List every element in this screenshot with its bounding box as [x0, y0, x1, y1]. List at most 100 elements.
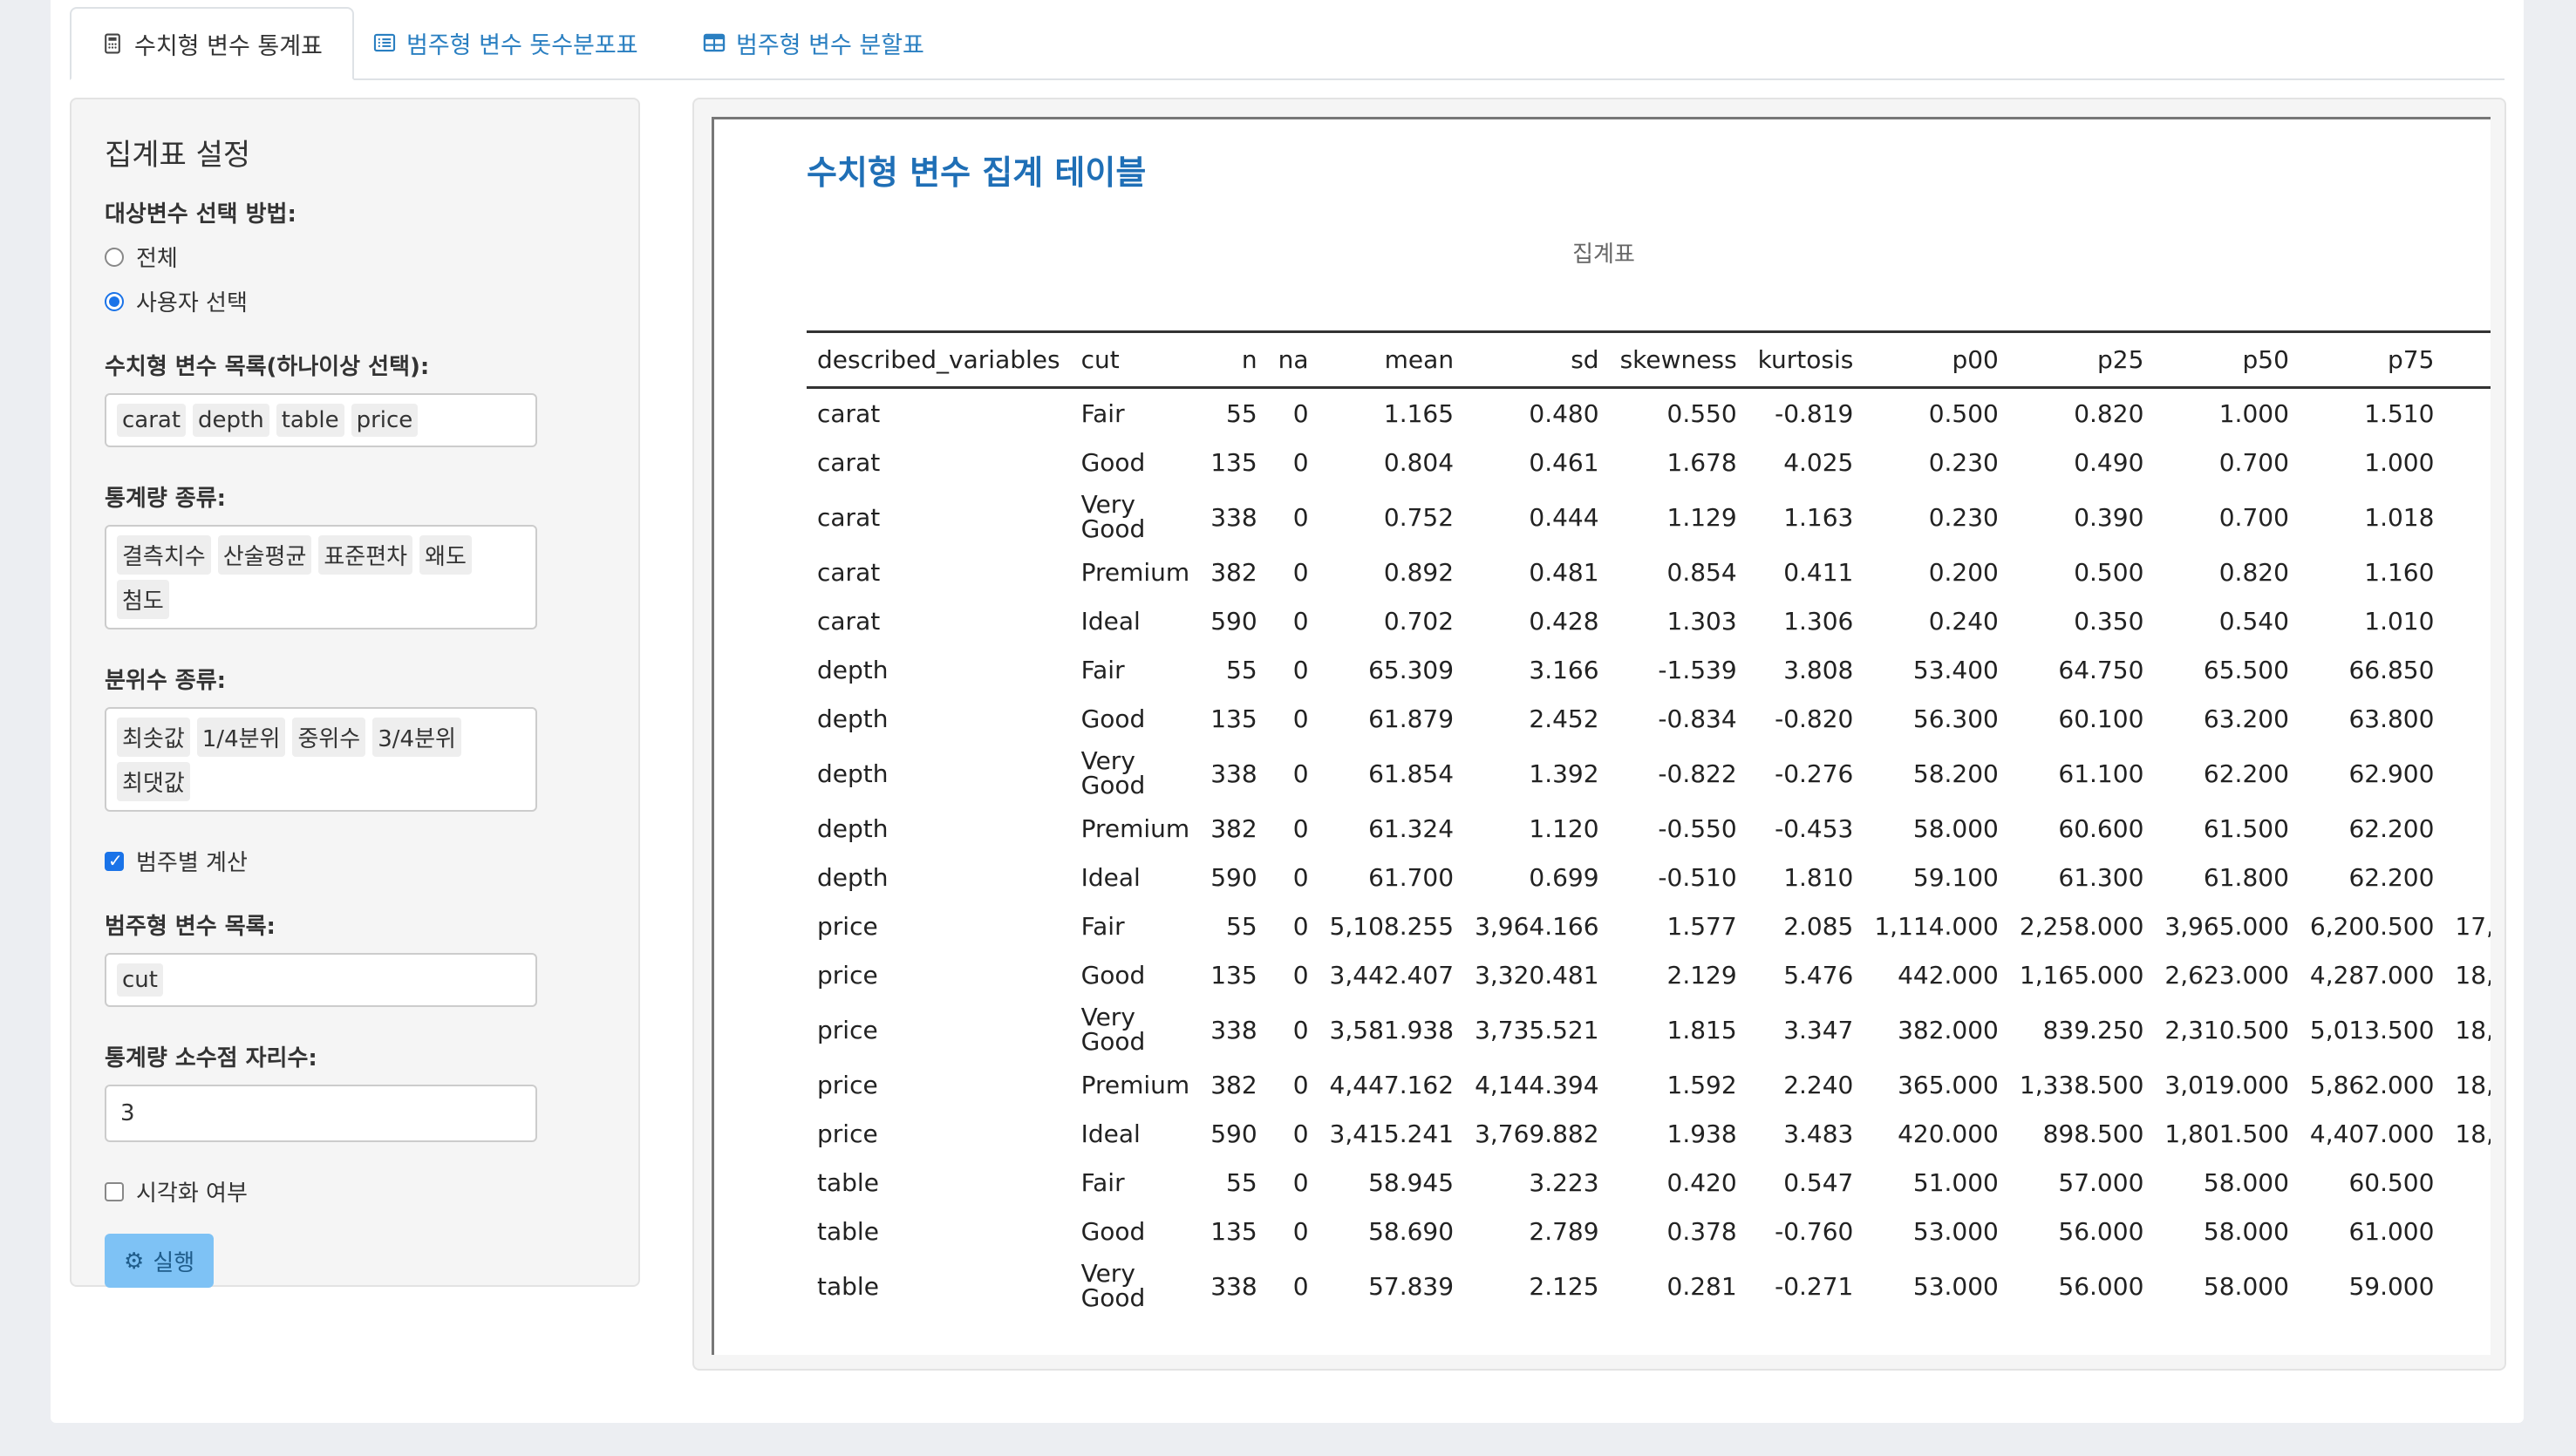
table-cell: 5,862.000: [2309, 1070, 2435, 1099]
table-cell: 0: [1292, 862, 1309, 892]
table-cell: 3,442.407: [1329, 960, 1455, 990]
checkbox-checked[interactable]: [105, 850, 124, 871]
table-cell: 4,144.394: [1475, 1070, 1599, 1099]
table-cell: 6,200.500: [2309, 911, 2435, 941]
table-cell: 0.420: [1666, 1167, 1737, 1197]
digits-input[interactable]: 3: [105, 1085, 537, 1142]
table-cell: 0.500: [2074, 557, 2144, 587]
table-cell: Fair: [1080, 1167, 1125, 1197]
table-cell: 17,713.000: [2455, 911, 2491, 941]
table-cell: 365.000: [1898, 1070, 1999, 1099]
visualize-checkbox[interactable]: 시각화 여부: [105, 1175, 605, 1208]
table-cell: 59.000: [2348, 1271, 2435, 1301]
table-row: table Fair 55 0 58.945 3.223 0.420 0.547 51.000 5…: [807, 1158, 2491, 1207]
table-cell: -0.276: [1775, 759, 1854, 788]
table-row: depth Very Good 338 0 61.854 1.392 -0.822 -0.276…: [807, 743, 2491, 804]
cat-vars-label: 범주형 변수 목록:: [105, 914, 276, 940]
table-row: depth Premium 382 0 61.324 1.120 -0.550 -0.453 5…: [807, 804, 2491, 853]
radio-button[interactable]: [105, 247, 124, 267]
table-cell: 590: [1210, 606, 1257, 636]
table-cell: 590: [1210, 862, 1257, 892]
table-cell: Ideal: [1080, 862, 1141, 892]
tab-numeric-stats[interactable]: 수치형 변수 통계표: [70, 7, 354, 80]
selected-item[interactable]: 산술평균: [217, 535, 312, 575]
selected-item[interactable]: cut: [117, 963, 163, 997]
cat-vars-select[interactable]: cut: [105, 953, 537, 1007]
table-cell: 65.000: [2444, 1207, 2491, 1255]
table-cell: 66.850: [2348, 655, 2435, 684]
radio-all[interactable]: 전체: [105, 241, 605, 273]
table-cell: 60.500: [2348, 1167, 2435, 1197]
selected-item[interactable]: 최댓값: [117, 762, 190, 801]
table-cell: 0: [1292, 1015, 1309, 1044]
table-cell: Premium: [1080, 1070, 1190, 1099]
table-cell: 55: [1226, 655, 1257, 684]
column-header: p75: [2388, 345, 2435, 374]
table-cell: 51.000: [1912, 1167, 1999, 1197]
table-cell: 0: [1292, 1271, 1309, 1301]
column-header: p25: [2096, 345, 2144, 374]
table-cell: 3,320.481: [1475, 960, 1599, 990]
tab-categorical-crosstab[interactable]: 범주형 변수 분할표: [673, 7, 954, 78]
table-icon: [703, 33, 726, 52]
table-cell: -0.819: [1775, 398, 1854, 428]
table-cell: 135: [1210, 447, 1257, 477]
table-cell: 0: [1292, 911, 1309, 941]
checkbox-unchecked[interactable]: [105, 1181, 124, 1201]
numeric-vars-select[interactable]: carat depth table price: [105, 393, 537, 447]
selected-item[interactable]: 표준편차: [318, 535, 413, 575]
table-cell: 55: [1226, 1167, 1257, 1197]
table-cell: 0: [1292, 1119, 1309, 1148]
table-cell: 0: [1292, 606, 1309, 636]
results-frame[interactable]: 수치형 변수 집계 테이블 집계표 described_variables cut…: [712, 117, 2491, 1355]
selected-item[interactable]: 왜도: [419, 535, 472, 575]
selected-item[interactable]: price: [351, 404, 419, 437]
table-cell: carat: [817, 557, 881, 587]
selected-item[interactable]: carat: [117, 404, 187, 437]
table-cell: 63.000: [2444, 1255, 2491, 1317]
app-page: 수치형 변수 통계표 범주형 변수 돗수분포표 범주형 변수 분할표 집계표 설…: [51, 0, 2524, 1423]
by-group-checkbox[interactable]: 범주별 계산: [105, 845, 605, 877]
table-cell: Premium: [1080, 813, 1190, 843]
table-cell: -0.550: [1658, 813, 1737, 843]
table-cell: 0.699: [1529, 862, 1599, 892]
table-row: table Good 135 0 58.690 2.789 0.378 -0.760 53.00…: [807, 1207, 2491, 1255]
run-button[interactable]: ⚙ 실행: [105, 1234, 215, 1288]
table-cell: 58.000: [2203, 1271, 2289, 1301]
table-cell: 0.820: [2074, 398, 2144, 428]
selected-item[interactable]: 3/4분위: [372, 718, 461, 757]
table-cell: 3.166: [1529, 655, 1599, 684]
column-header: p100: [2444, 332, 2491, 388]
table-cell: 1.678: [1666, 447, 1737, 477]
quantiles-label: 분위수 종류:: [105, 668, 227, 694]
table-cell: Premium: [1080, 557, 1190, 587]
tab-categorical-frequency[interactable]: 범주형 변수 돗수분포표: [344, 7, 668, 78]
table-cell: 0.461: [1529, 447, 1599, 477]
table-header-row: described_variables cut n na mean sd skewness k…: [807, 331, 2491, 388]
tab-label: 범주형 변수 돗수분포표: [406, 31, 638, 59]
table-cell: 64.000: [2444, 743, 2491, 804]
radio-button-selected[interactable]: [105, 291, 124, 311]
table-cell: 57.000: [2058, 1167, 2144, 1197]
selected-item[interactable]: 첨도: [117, 580, 169, 619]
selected-item[interactable]: depth: [193, 404, 269, 437]
selected-item[interactable]: 1/4분위: [196, 718, 286, 757]
selected-item[interactable]: table: [276, 404, 344, 437]
selected-item[interactable]: 결측치수: [117, 535, 211, 575]
table-cell: Very Good: [1080, 1003, 1146, 1056]
selected-item[interactable]: 중위수: [292, 718, 366, 757]
table-row: depth Fair 55 0 65.309 3.166 -1.539 3.808 53.400…: [807, 645, 2491, 694]
selected-item[interactable]: 최솟값: [117, 718, 190, 757]
quantiles-select[interactable]: 최솟값 1/4분위 중위수 3/4분위 최댓값: [105, 707, 537, 812]
table-cell: 2.452: [1529, 704, 1599, 733]
stats-select[interactable]: 결측치수 산술평균 표준편차 왜도 첨도: [105, 525, 537, 629]
table-cell: 1.592: [1666, 1070, 1737, 1099]
column-header: sd: [1571, 345, 1599, 374]
table-cell: 0: [1292, 447, 1309, 477]
table-cell: 1.303: [1666, 606, 1737, 636]
table-cell: Good: [1080, 447, 1146, 477]
radio-user-select[interactable]: 사용자 선택: [105, 285, 605, 317]
table-cell: 63.200: [2203, 704, 2289, 733]
table-cell: 58.000: [1912, 813, 1999, 843]
table-cell: price: [817, 1015, 878, 1044]
